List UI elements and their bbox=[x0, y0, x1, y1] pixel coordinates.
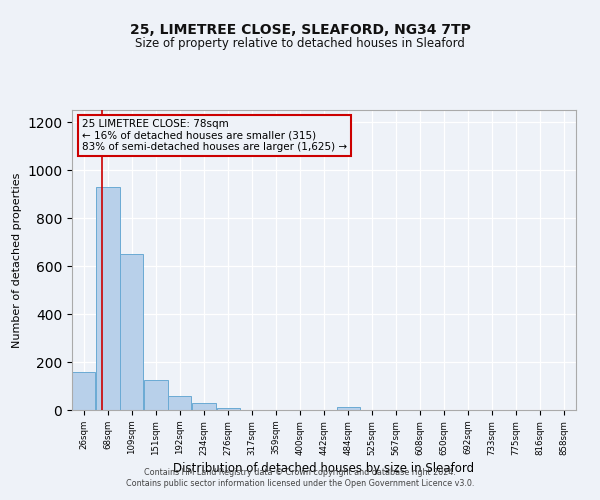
Y-axis label: Number of detached properties: Number of detached properties bbox=[11, 172, 22, 348]
Bar bbox=[168, 396, 191, 410]
Bar bbox=[337, 407, 360, 410]
X-axis label: Distribution of detached houses by size in Sleaford: Distribution of detached houses by size … bbox=[173, 462, 475, 474]
Text: 25 LIMETREE CLOSE: 78sqm
← 16% of detached houses are smaller (315)
83% of semi-: 25 LIMETREE CLOSE: 78sqm ← 16% of detach… bbox=[82, 119, 347, 152]
Text: Contains HM Land Registry data © Crown copyright and database right 2024.
Contai: Contains HM Land Registry data © Crown c… bbox=[126, 468, 474, 487]
Bar bbox=[145, 380, 167, 410]
Text: Size of property relative to detached houses in Sleaford: Size of property relative to detached ho… bbox=[135, 38, 465, 51]
Bar bbox=[217, 408, 240, 410]
Bar bbox=[193, 404, 215, 410]
Bar bbox=[120, 254, 143, 410]
Bar bbox=[97, 187, 119, 410]
Bar bbox=[72, 372, 95, 410]
Text: 25, LIMETREE CLOSE, SLEAFORD, NG34 7TP: 25, LIMETREE CLOSE, SLEAFORD, NG34 7TP bbox=[130, 22, 470, 36]
